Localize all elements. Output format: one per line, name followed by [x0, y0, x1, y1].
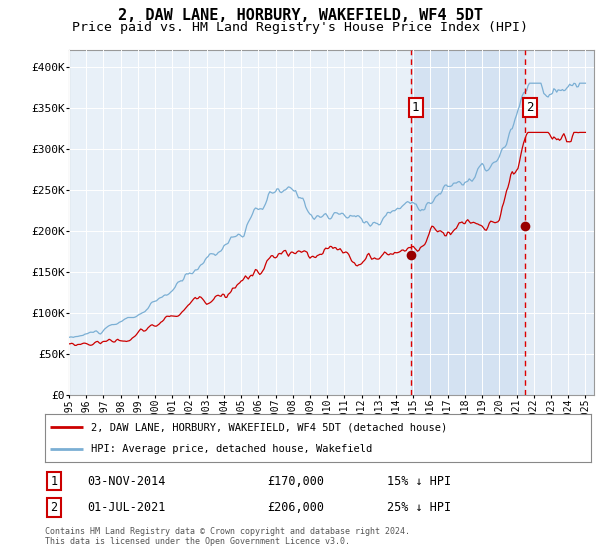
- Text: 01-JUL-2021: 01-JUL-2021: [87, 501, 166, 515]
- Text: 15% ↓ HPI: 15% ↓ HPI: [387, 474, 451, 488]
- Text: HPI: Average price, detached house, Wakefield: HPI: Average price, detached house, Wake…: [91, 444, 373, 454]
- Text: Contains HM Land Registry data © Crown copyright and database right 2024.
This d: Contains HM Land Registry data © Crown c…: [45, 526, 410, 546]
- Text: 25% ↓ HPI: 25% ↓ HPI: [387, 501, 451, 515]
- Text: £170,000: £170,000: [267, 474, 324, 488]
- Text: 2, DAW LANE, HORBURY, WAKEFIELD, WF4 5DT: 2, DAW LANE, HORBURY, WAKEFIELD, WF4 5DT: [118, 8, 482, 24]
- Text: 2, DAW LANE, HORBURY, WAKEFIELD, WF4 5DT (detached house): 2, DAW LANE, HORBURY, WAKEFIELD, WF4 5DT…: [91, 422, 448, 432]
- Text: £206,000: £206,000: [267, 501, 324, 515]
- Bar: [525, 50, 594, 395]
- Text: 1: 1: [50, 474, 58, 488]
- Text: Price paid vs. HM Land Registry's House Price Index (HPI): Price paid vs. HM Land Registry's House …: [72, 21, 528, 34]
- Text: 2: 2: [527, 101, 534, 114]
- Text: 1: 1: [412, 101, 419, 114]
- Text: 2: 2: [50, 501, 58, 515]
- Text: 03-NOV-2014: 03-NOV-2014: [87, 474, 166, 488]
- Bar: [410, 50, 525, 395]
